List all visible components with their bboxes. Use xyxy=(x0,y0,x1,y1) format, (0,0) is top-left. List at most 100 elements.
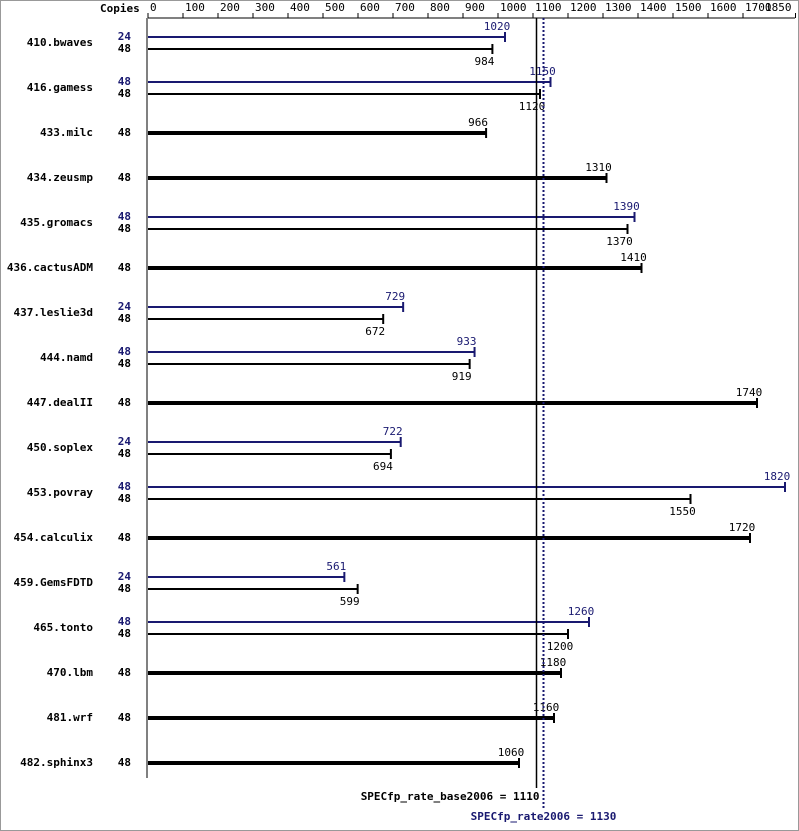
value-label: 919 xyxy=(452,370,472,383)
copies-label: 48 xyxy=(118,447,131,460)
bar xyxy=(148,216,635,218)
x-tick-label: 1300 xyxy=(605,1,632,14)
x-tick-label: 500 xyxy=(325,1,345,14)
bar xyxy=(148,266,642,270)
value-label: 1260 xyxy=(568,605,595,618)
value-label: 966 xyxy=(468,116,488,129)
value-label: 1310 xyxy=(585,161,612,174)
x-tick-label: 600 xyxy=(360,1,380,14)
value-label: 1020 xyxy=(484,20,511,33)
bar xyxy=(148,93,540,95)
copies-label: 48 xyxy=(118,42,131,55)
copies-label: 48 xyxy=(118,666,131,679)
value-label: 672 xyxy=(365,325,385,338)
bar xyxy=(148,306,404,308)
bar xyxy=(148,576,345,578)
reference-label: SPECfp_rate2006 = 1130 xyxy=(471,810,617,823)
bar xyxy=(148,536,750,540)
category-label: 437.leslie3d xyxy=(14,306,93,319)
value-label: 729 xyxy=(385,290,405,303)
bar xyxy=(148,228,628,230)
value-label: 1390 xyxy=(613,200,640,213)
category-label: 416.gamess xyxy=(27,81,93,94)
x-tick-label: 200 xyxy=(220,1,240,14)
x-tick-label: 1200 xyxy=(570,1,597,14)
bar xyxy=(148,588,358,590)
copies-label: 48 xyxy=(118,756,131,769)
category-label: 459.GemsFDTD xyxy=(14,576,94,589)
category-label: 433.milc xyxy=(40,126,93,139)
x-tick-label: 1400 xyxy=(640,1,667,14)
copies-label: 48 xyxy=(118,627,131,640)
category-label: 450.soplex xyxy=(27,441,94,454)
x-tick-label: 300 xyxy=(255,1,275,14)
x-tick-label: 1500 xyxy=(675,1,702,14)
x-tick-label: 1000 xyxy=(500,1,527,14)
bar xyxy=(148,761,519,765)
copies-label: 48 xyxy=(118,345,131,358)
bar xyxy=(148,176,607,180)
bar xyxy=(148,453,391,455)
bar xyxy=(148,486,785,488)
copies-label: 24 xyxy=(118,435,132,448)
category-label: 434.zeusmp xyxy=(27,171,94,184)
category-label: 447.dealII xyxy=(27,396,93,409)
copies-label: 48 xyxy=(118,582,131,595)
x-tick-label: 1600 xyxy=(710,1,737,14)
bar xyxy=(148,633,568,635)
bar xyxy=(148,441,401,443)
x-tick-label: 0 xyxy=(150,1,157,14)
value-label: 1720 xyxy=(729,521,756,534)
copies-label: 48 xyxy=(118,615,131,628)
value-label: 722 xyxy=(383,425,403,438)
value-label: 1180 xyxy=(540,656,567,669)
x-tick-label: 900 xyxy=(465,1,485,14)
copies-label: 48 xyxy=(118,492,131,505)
x-tick-label: 100 xyxy=(185,1,205,14)
x-tick-label: 1850 xyxy=(765,1,792,14)
value-label: 694 xyxy=(373,460,393,473)
bar xyxy=(148,318,384,320)
category-label: 410.bwaves xyxy=(27,36,93,49)
category-label: 444.namd xyxy=(40,351,93,364)
value-label: 1410 xyxy=(620,251,647,264)
copies-label: 48 xyxy=(118,75,131,88)
copies-label: 48 xyxy=(118,711,131,724)
category-label: 435.gromacs xyxy=(20,216,93,229)
bar xyxy=(148,36,505,38)
category-label: 453.povray xyxy=(27,486,94,499)
copies-label: 48 xyxy=(118,87,131,100)
copies-label: 48 xyxy=(118,171,131,184)
value-label: 1550 xyxy=(669,505,696,518)
value-label: 933 xyxy=(457,335,477,348)
copies-label: 48 xyxy=(118,531,131,544)
value-label: 984 xyxy=(474,55,494,68)
copies-label: 48 xyxy=(118,261,131,274)
value-label: 1120 xyxy=(519,100,546,113)
x-tick-label: 1700 xyxy=(745,1,772,14)
bar xyxy=(148,48,493,50)
value-label: 1370 xyxy=(606,235,633,248)
bar xyxy=(148,621,589,623)
bar xyxy=(148,363,470,365)
x-tick-label: 700 xyxy=(395,1,415,14)
value-label: 561 xyxy=(326,560,346,573)
bar xyxy=(148,131,487,135)
x-tick-label: 400 xyxy=(290,1,310,14)
bar xyxy=(148,351,475,353)
category-label: 436.cactusADM xyxy=(7,261,93,274)
bar xyxy=(148,671,561,675)
copies-label: 48 xyxy=(118,222,131,235)
bar xyxy=(148,716,554,720)
x-tick-label: 1100 xyxy=(535,1,562,14)
bar xyxy=(148,401,757,405)
copies-label: 24 xyxy=(118,30,132,43)
copies-label: 48 xyxy=(118,126,131,139)
copies-header: Copies xyxy=(100,2,140,15)
category-label: 481.wrf xyxy=(47,711,93,724)
x-tick-label: 800 xyxy=(430,1,450,14)
copies-label: 24 xyxy=(118,570,132,583)
category-label: 482.sphinx3 xyxy=(20,756,93,769)
bar xyxy=(148,498,691,500)
